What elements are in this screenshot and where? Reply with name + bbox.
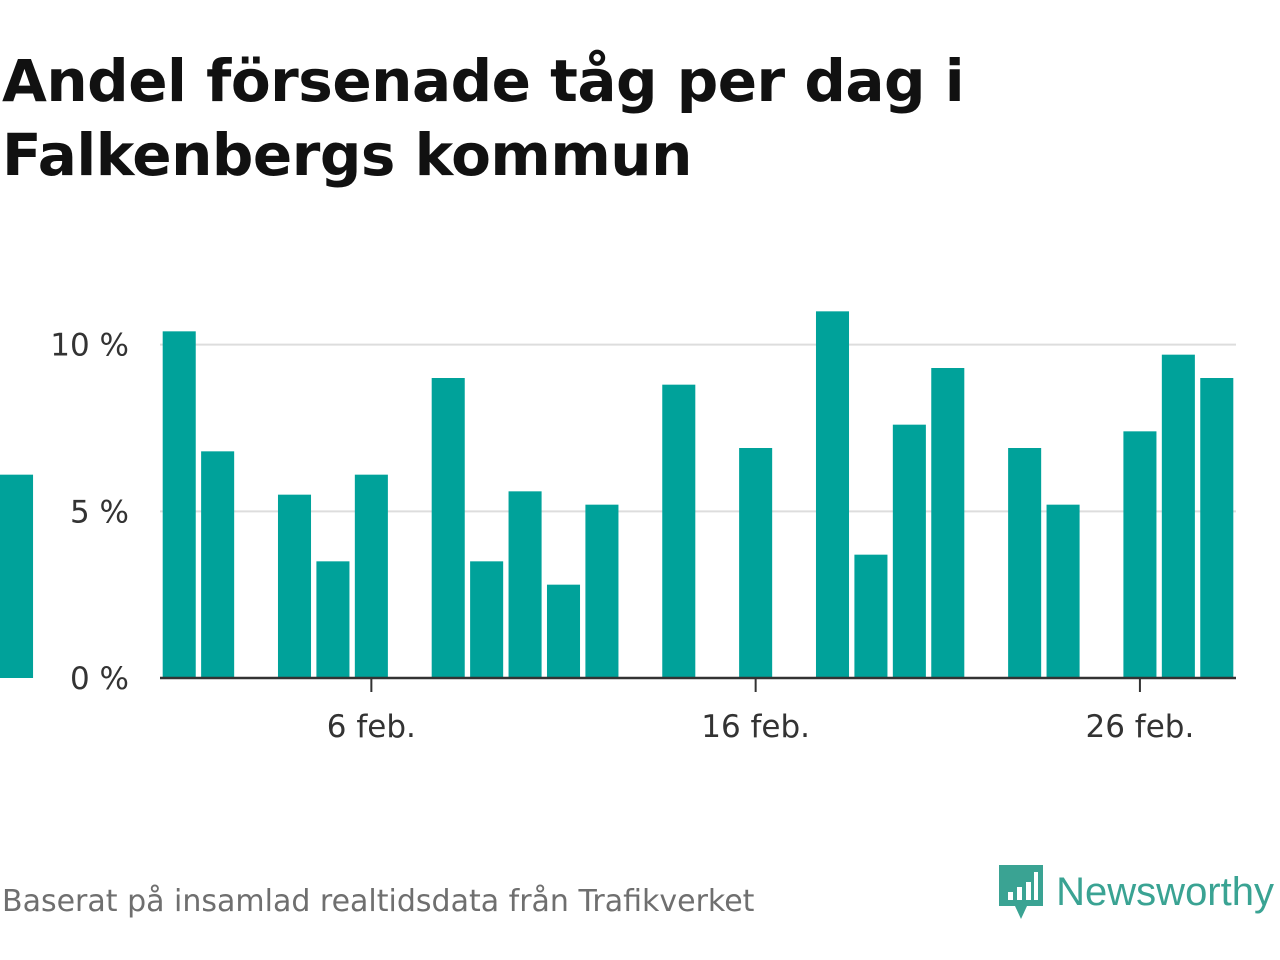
bar-day-14 xyxy=(662,384,696,678)
bar-day-1 xyxy=(162,331,196,678)
bar-day-20 xyxy=(892,424,926,678)
bar-day-8 xyxy=(431,378,465,678)
bar-day-28 xyxy=(1200,378,1234,678)
bar-day-23 xyxy=(1008,448,1042,678)
source-note: Baserat på insamlad realtidsdata från Tr… xyxy=(2,884,755,919)
bar-day-12 xyxy=(585,504,619,678)
y-tick-label: 0 % xyxy=(70,661,129,697)
brand-logo[interactable]: Newsworthy xyxy=(996,862,1274,922)
bar-day-9 xyxy=(470,561,504,678)
chart-title: Andel försenade tåg per dag i Falkenberg… xyxy=(2,47,965,189)
bar-day-2 xyxy=(201,451,235,678)
bar-day-21 xyxy=(931,368,965,678)
grid-layer xyxy=(160,343,1236,513)
y-tick-label: 5 % xyxy=(70,494,129,530)
bar-day-5 xyxy=(316,561,350,678)
bar-day-26 xyxy=(1123,431,1157,678)
brand-name: Newsworthy xyxy=(1056,869,1274,914)
bar-day-27 xyxy=(1161,354,1195,678)
bar-day-18 xyxy=(815,311,850,678)
bar-day-16 xyxy=(739,448,773,678)
newsworthy-logo-icon xyxy=(999,865,1044,919)
y-tick-label: 10 % xyxy=(50,328,129,364)
bar-day-11 xyxy=(546,584,581,678)
bar-day-10 xyxy=(508,491,542,678)
bar-day-4 xyxy=(277,494,312,678)
bar-day-undefined xyxy=(0,474,34,678)
x-tick-label: 26 feb. xyxy=(1086,709,1195,745)
bar-day-19 xyxy=(854,554,888,678)
x-tick-label: 16 feb. xyxy=(701,709,810,745)
x-tick-label: 6 feb. xyxy=(327,709,416,745)
bar-day-24 xyxy=(1046,504,1080,678)
bar-chart: 0 % 5 % 10 % 6 feb. 16 feb. 26 feb. xyxy=(0,311,1236,745)
bar-day-6 xyxy=(354,474,388,678)
bar-layer xyxy=(0,311,1234,678)
axis-layer: 0 % 5 % 10 % 6 feb. 16 feb. 26 feb. xyxy=(50,328,1236,745)
